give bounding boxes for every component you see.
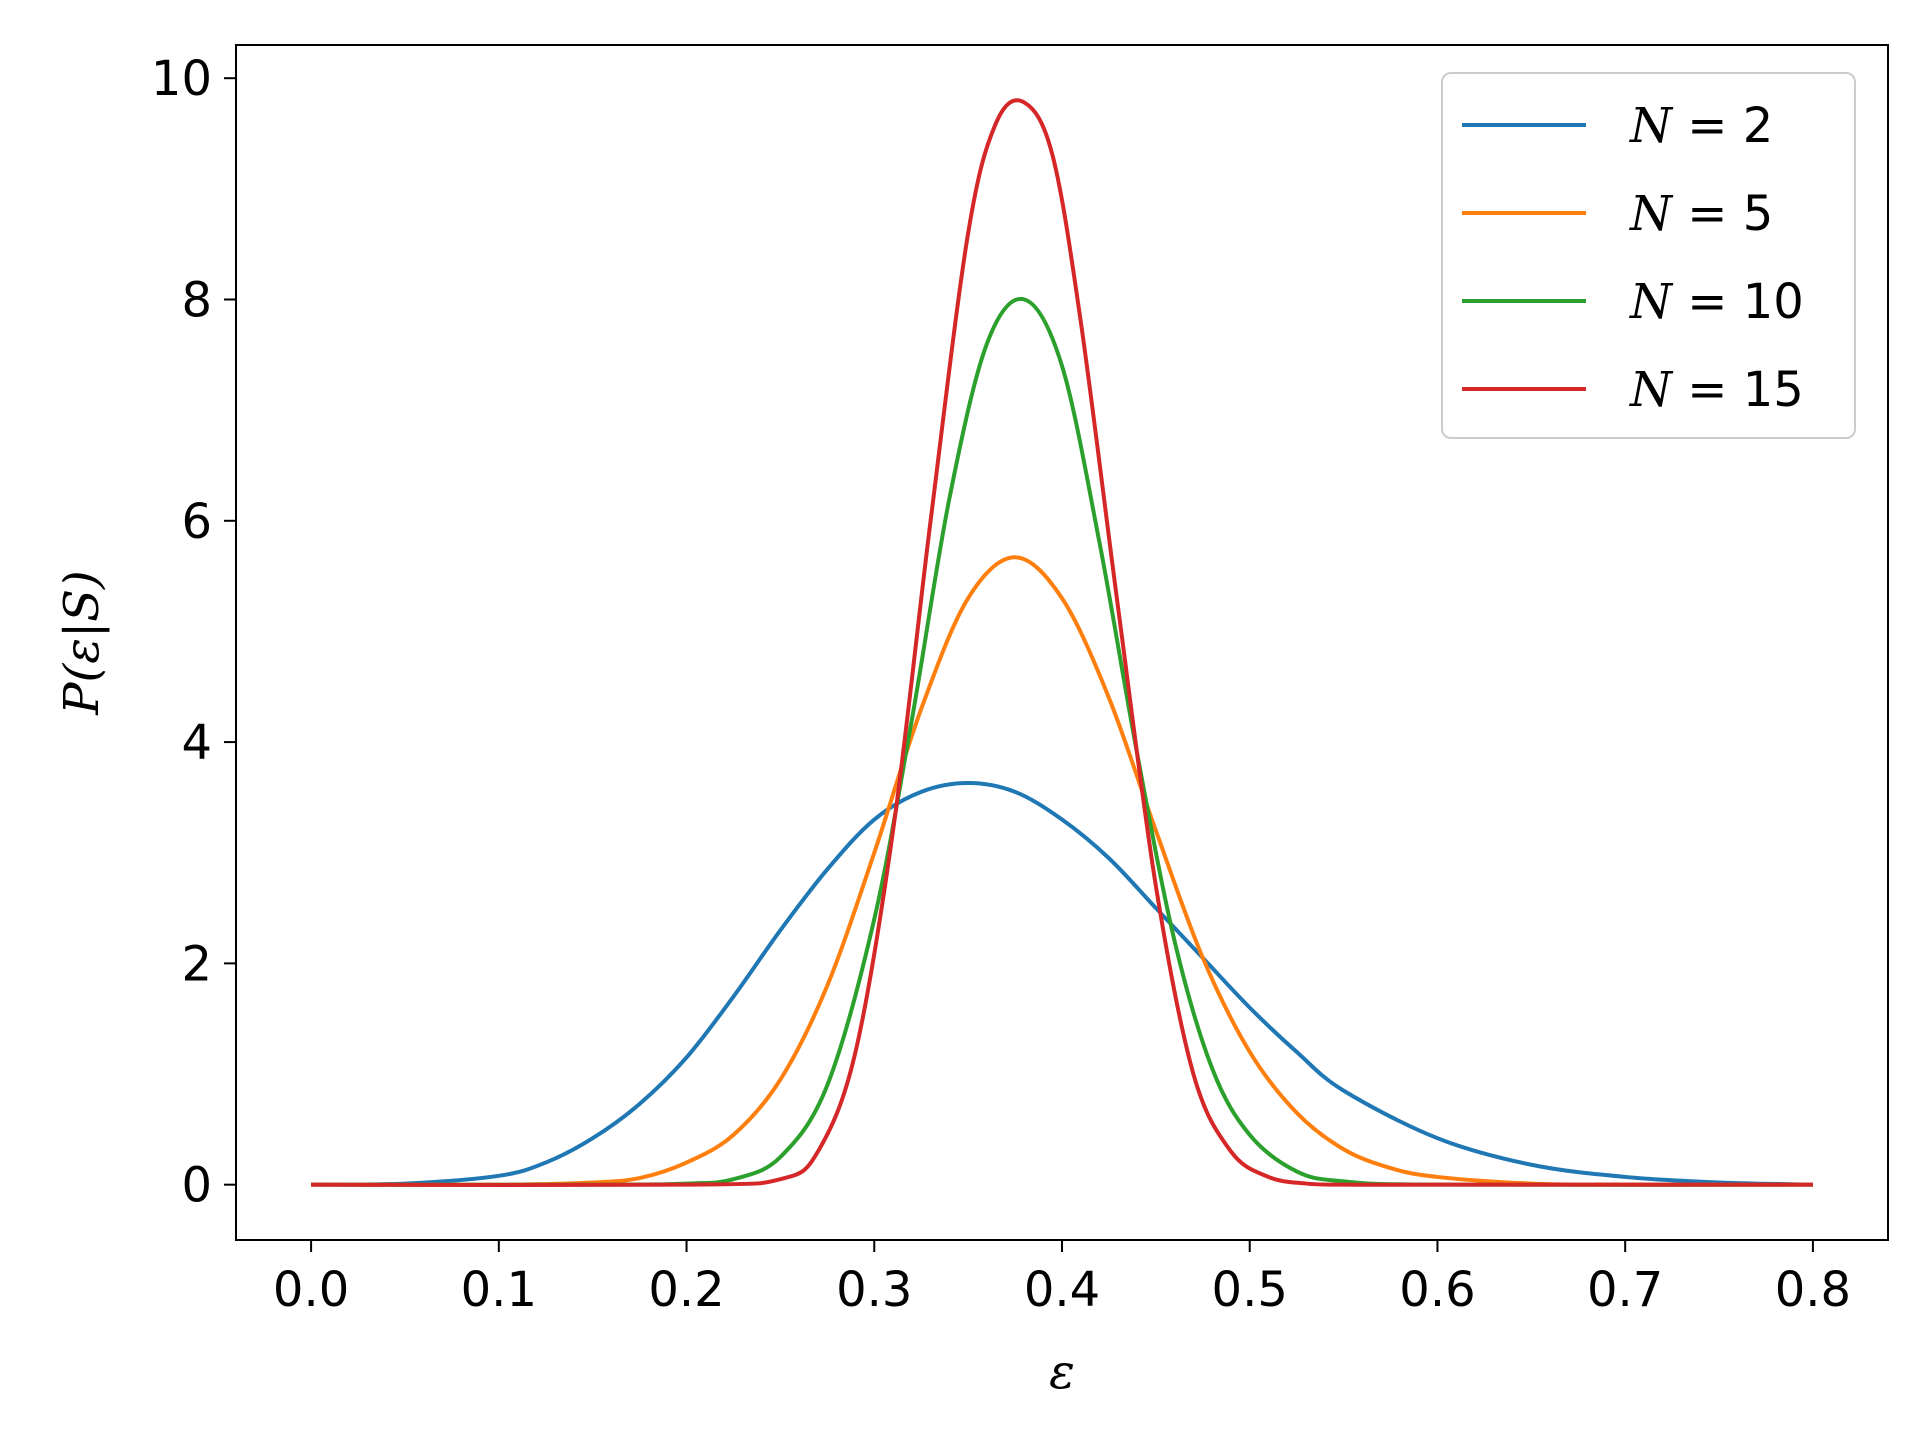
legend-box: [1441, 72, 1856, 439]
y-tick-label: 6: [181, 494, 212, 550]
legend-label-4: N = 15: [1629, 362, 1804, 418]
y-tick-label: 10: [151, 51, 212, 107]
x-tick-label: 0.1: [461, 1262, 537, 1318]
legend: N = 2 N = 5 N = 10 N = 15: [1441, 72, 1856, 439]
y-tick-label: 4: [181, 715, 212, 771]
series-line-2: [311, 555, 1813, 1187]
y-axis: 0 2 4 6 8 10: [151, 51, 236, 1214]
y-axis-title: P(ε|S): [54, 570, 110, 716]
x-axis: 0.0 0.1 0.2 0.3 0.4 0.5 0.6 0.7 0.8: [273, 1240, 1851, 1318]
x-tick-label: 0.6: [1399, 1262, 1475, 1318]
x-tick-label: 0.2: [648, 1262, 724, 1318]
x-tick-label: 0.4: [1024, 1262, 1100, 1318]
x-tick-label: 0.5: [1212, 1262, 1288, 1318]
x-tick-label: 0.0: [273, 1262, 349, 1318]
x-tick-label: 0.7: [1587, 1262, 1663, 1318]
y-tick-label: 8: [181, 272, 212, 328]
y-tick-label: 2: [181, 936, 212, 992]
series-line-4: [311, 98, 1813, 1188]
series-line-1: [311, 781, 1813, 1187]
series-layer: [311, 98, 1813, 1188]
legend-label-3: N = 10: [1629, 274, 1804, 330]
x-axis-title: ε: [1049, 1344, 1075, 1400]
x-tick-label: 0.3: [836, 1262, 912, 1318]
x-tick-label: 0.8: [1775, 1262, 1851, 1318]
legend-label-2: N = 5: [1629, 186, 1773, 242]
legend-label-1: N = 2: [1629, 98, 1773, 154]
y-tick-label: 0: [181, 1158, 212, 1214]
series-line-3: [311, 296, 1813, 1187]
